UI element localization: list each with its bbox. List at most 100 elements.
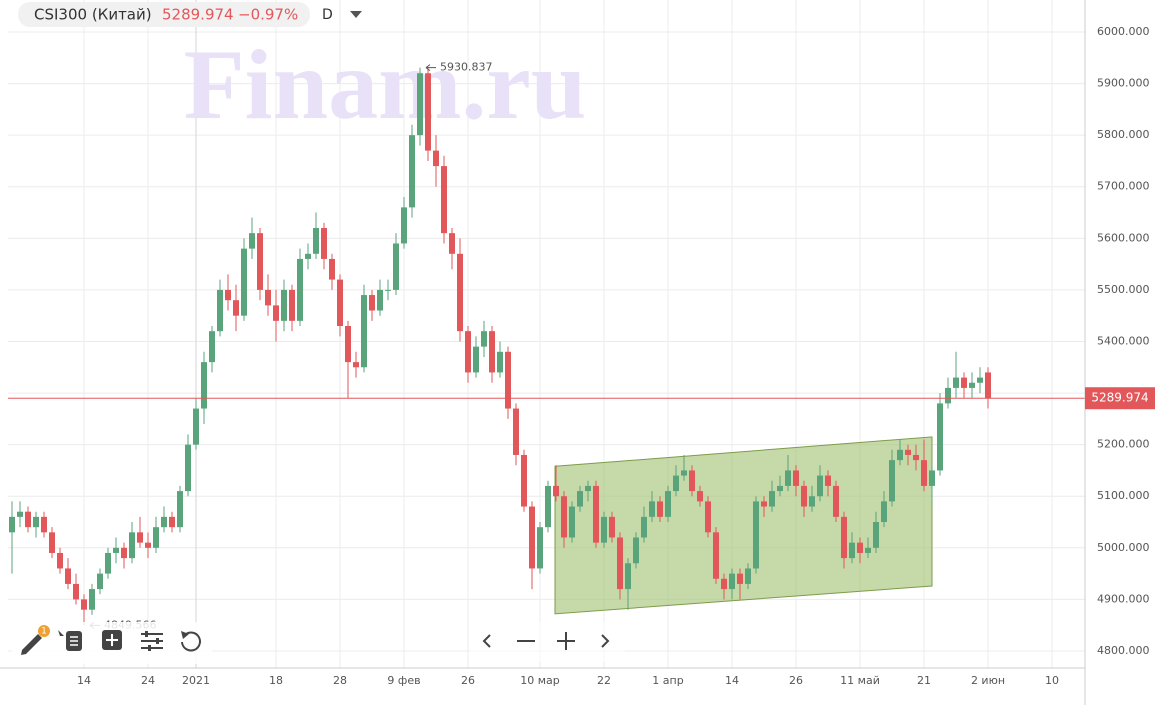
y-tick-label: 5700.000 [1097,180,1150,193]
candle-body [465,331,471,373]
price-change: −0.97% [238,6,298,24]
candle-body [209,331,215,363]
settings[interactable] [141,631,163,651]
candle-body [521,454,527,507]
x-tick-label: 10 [1045,674,1059,687]
x-tick-label: 14 [725,674,739,687]
candle-body [817,475,823,497]
candle-body [121,547,127,559]
y-tick-label: 5200.000 [1097,438,1150,451]
candle-body [225,289,231,301]
candle-body [193,408,199,445]
candle-body [857,542,863,553]
candle-body [761,501,767,507]
candle-body [9,516,15,533]
reset[interactable] [181,631,201,652]
candle-body [969,382,975,388]
candle-body [257,233,263,290]
candle-body [833,485,839,517]
header-pill [18,2,310,27]
candle-body [137,532,143,543]
scroll-left[interactable] [482,634,491,648]
candle-body [641,516,647,538]
add-indicator[interactable] [102,630,122,650]
candle-body [777,485,783,492]
x-tick-label: 28 [333,674,347,687]
candle-body [673,475,679,492]
extreme-label: 5930.837 [440,61,493,74]
candle-body [73,583,79,600]
y-tick-label: 4900.000 [1097,592,1150,605]
candle-body [561,496,567,538]
candle-body [681,470,687,476]
candle-body [401,207,407,244]
scroll-right[interactable] [601,634,610,648]
trend-channel [554,436,933,615]
candle-body [273,305,279,321]
zoom-in[interactable] [557,632,575,650]
candle-body [897,449,903,461]
candle-body [145,542,151,548]
grid [8,0,1085,668]
candle-body [601,516,607,543]
candle-body [649,501,655,517]
interval[interactable]: D [322,7,333,23]
candle-body [929,470,935,486]
candle-body [729,573,735,590]
candle-body [625,563,631,590]
candle-body [297,258,303,321]
candle-body [97,573,103,590]
candle-body [105,552,111,574]
candle-body [313,227,319,254]
candle-body [769,491,775,507]
candle-body [609,516,615,538]
candle-body [881,501,887,523]
candle-body [689,470,695,492]
badge: 1 [41,627,47,637]
candle-body [705,501,711,533]
candle-body [65,568,71,584]
candle-body [201,362,207,409]
candle-body [113,547,119,553]
x-tick-label: 26 [461,674,475,687]
candle-body [441,166,447,234]
list-tool[interactable] [66,631,82,651]
price-label-box [1085,387,1155,410]
x-tick-label: 24 [141,674,155,687]
candle-body [977,377,983,383]
candle-body [841,516,847,559]
instrument-name[interactable]: CSI300 (Китай) [34,6,152,24]
nav-controls [470,622,625,662]
candle-body [801,485,807,507]
candle-body [425,73,431,151]
interval-dropdown[interactable] [350,11,362,18]
candle-body [617,537,623,590]
y-tick-label: 5600.000 [1097,231,1150,244]
candle-body [497,351,503,373]
candle-body [169,516,175,528]
draw-tool[interactable]: 1 [21,625,64,655]
y-tick-label: 5500.000 [1097,283,1150,296]
candle-body [337,279,343,327]
candle-body [665,491,671,517]
candle-body [385,289,391,291]
candle-body [657,501,663,517]
y-tick-label: 5100.000 [1097,489,1150,502]
x-tick-label: 26 [789,674,803,687]
candle-body [233,300,239,316]
candle-body [129,532,135,559]
candle-body [289,289,295,321]
x-tick-label: 9 фев [387,674,420,687]
last-price: 5289.974 [162,6,234,24]
candle-body [849,542,855,559]
candle-body [153,527,159,548]
candle-body [825,475,831,486]
candle-body [753,501,759,569]
candle-body [321,227,327,259]
candle-body [585,485,591,492]
candle-body [481,331,487,347]
candle-body [553,485,559,497]
y-tick-label: 5900.000 [1097,77,1150,90]
candle-body [409,135,415,208]
candle-body [305,253,311,259]
